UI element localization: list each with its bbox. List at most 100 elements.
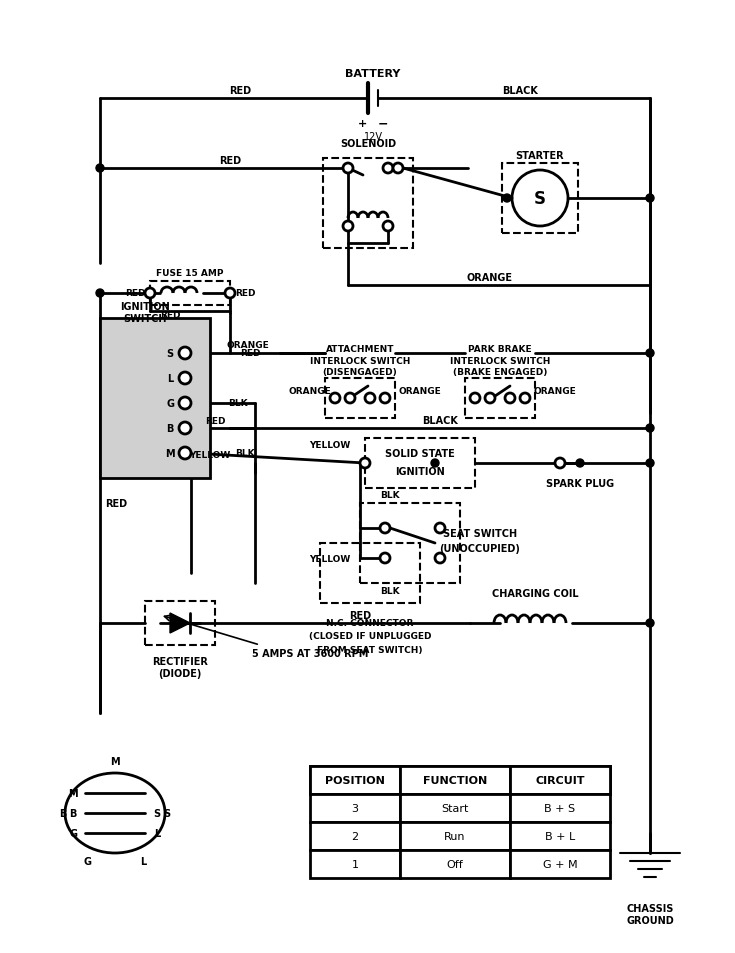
Bar [510, 850, 610, 878]
Circle shape [365, 394, 375, 403]
Text: S: S [154, 808, 160, 818]
Circle shape [343, 222, 353, 232]
Text: RED: RED [219, 156, 241, 166]
Text: CIRCUIT: CIRCUIT [535, 775, 585, 785]
Text: BLK: BLK [235, 449, 255, 458]
Text: BLK: BLK [380, 587, 400, 596]
Text: RED: RED [105, 498, 127, 509]
Circle shape [485, 394, 495, 403]
Text: RECTIFIER: RECTIFIER [152, 657, 208, 666]
Circle shape [470, 394, 480, 403]
Bar [150, 282, 230, 306]
Circle shape [343, 164, 353, 173]
Text: IGNITION: IGNITION [395, 467, 445, 476]
Text: CHASSIS: CHASSIS [626, 903, 674, 913]
Text: GROUND: GROUND [626, 915, 674, 925]
Circle shape [145, 289, 155, 298]
Bar [465, 378, 535, 418]
Circle shape [179, 422, 191, 435]
Text: N.C. CONNECTOR: N.C. CONNECTOR [326, 618, 414, 628]
Text: BLACK: BLACK [422, 416, 458, 426]
Text: ORANGE: ORANGE [467, 273, 513, 283]
Text: Run: Run [444, 831, 466, 841]
Text: (CLOSED IF UNPLUGGED: (CLOSED IF UNPLUGGED [309, 632, 431, 640]
Bar [365, 438, 475, 489]
Text: L: L [140, 856, 146, 866]
Text: (DIODE): (DIODE) [158, 668, 201, 679]
Circle shape [360, 458, 370, 469]
Bar [320, 543, 420, 603]
Text: S: S [163, 808, 171, 818]
Text: ATTACHMENT: ATTACHMENT [326, 344, 394, 354]
Text: BLK: BLK [380, 491, 400, 500]
Circle shape [96, 290, 104, 297]
Text: 2: 2 [351, 831, 359, 841]
Bar [325, 378, 395, 418]
Circle shape [555, 458, 565, 469]
Text: 5 AMPS AT 3600 RPM: 5 AMPS AT 3600 RPM [252, 648, 368, 659]
Text: FUNCTION: FUNCTION [423, 775, 487, 785]
Bar [310, 766, 610, 794]
Bar [310, 794, 400, 822]
Text: SOLID STATE: SOLID STATE [385, 449, 455, 458]
Text: FROM SEAT SWITCH): FROM SEAT SWITCH) [318, 645, 423, 654]
Circle shape [179, 348, 191, 359]
Text: M: M [110, 757, 120, 766]
Bar [100, 318, 210, 478]
Text: SWITCH: SWITCH [123, 314, 167, 324]
Text: RED: RED [349, 610, 371, 620]
Circle shape [330, 394, 340, 403]
Bar [360, 503, 460, 583]
Bar [323, 159, 413, 249]
Text: Off: Off [447, 859, 463, 869]
Circle shape [380, 523, 390, 534]
Text: POSITION: POSITION [325, 775, 385, 785]
Text: L: L [167, 374, 173, 384]
Circle shape [646, 619, 654, 627]
Circle shape [96, 165, 104, 172]
Text: 12V: 12V [364, 132, 382, 142]
Circle shape [179, 397, 191, 410]
Text: BATTERY: BATTERY [345, 69, 401, 79]
Text: ORANGE: ORANGE [534, 386, 576, 395]
Text: RED: RED [125, 289, 146, 298]
Text: YELLOW: YELLOW [190, 451, 231, 460]
Text: S: S [534, 190, 546, 208]
Text: PARK BRAKE: PARK BRAKE [468, 344, 532, 354]
Text: (UNOCCUPIED): (UNOCCUPIED) [440, 543, 520, 554]
Text: FUSE 15 AMP: FUSE 15 AMP [157, 269, 223, 278]
Text: G: G [69, 828, 77, 838]
Bar [510, 766, 610, 794]
Bar [400, 822, 510, 850]
Text: RED: RED [159, 312, 180, 320]
Bar [400, 794, 510, 822]
Text: G + M: G + M [542, 859, 577, 869]
Circle shape [520, 394, 530, 403]
Text: M: M [165, 449, 175, 458]
Text: RED: RED [240, 349, 260, 358]
Text: M: M [68, 788, 78, 799]
Text: L: L [154, 828, 160, 838]
Bar [400, 850, 510, 878]
Circle shape [435, 523, 445, 534]
Circle shape [646, 459, 654, 468]
Circle shape [345, 394, 355, 403]
Bar [510, 822, 610, 850]
Text: G: G [166, 398, 174, 409]
Bar [400, 766, 510, 794]
Text: S: S [166, 349, 173, 358]
Text: B + S: B + S [545, 803, 576, 813]
Bar [310, 850, 400, 878]
Text: (BRAKE ENGAGED): (BRAKE ENGAGED) [453, 368, 547, 377]
Text: −: − [378, 117, 388, 131]
Text: INTERLOCK SWITCH: INTERLOCK SWITCH [450, 356, 551, 365]
Text: SOLENOID: SOLENOID [340, 139, 396, 149]
Text: SEAT SWITCH: SEAT SWITCH [443, 529, 517, 538]
Circle shape [646, 424, 654, 433]
Text: YELLOW: YELLOW [309, 554, 351, 563]
Text: BLK: BLK [228, 399, 248, 408]
Bar [310, 822, 400, 850]
Text: ORANGE: ORANGE [226, 341, 269, 350]
Text: B: B [166, 423, 173, 434]
Text: B + L: B + L [545, 831, 575, 841]
